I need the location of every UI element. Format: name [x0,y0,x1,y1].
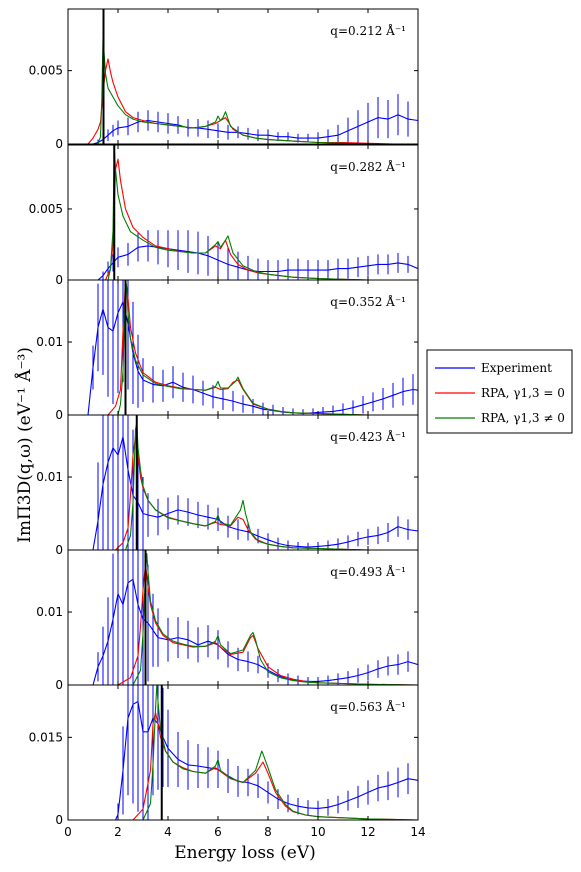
y-tick-label: 0 [55,813,63,827]
q-annotation: q=0.282 Å⁻¹ [330,159,406,174]
q-annotation: q=0.563 Å⁻¹ [330,699,406,714]
plot-area [97,145,418,280]
series-line-rpa-gamma-nonzero [117,280,418,415]
panel-4: 0 0.01 q=0.423 Å⁻¹ [36,414,419,557]
q-annotation: q=0.423 Å⁻¹ [330,429,406,444]
panel-6: 0 0.015 q=0.563 Å⁻¹ [29,684,419,827]
q-annotation: q=0.352 Å⁻¹ [330,294,406,309]
panel-3: 0 0.01 q=0.352 Å⁻¹ [36,279,419,422]
x-tick-label: 6 [214,825,222,839]
x-tick-label: 8 [264,825,272,839]
y-tick-label: 0 [55,273,63,287]
q-annotation: q=0.212 Å⁻¹ [330,23,406,38]
panel-frame [67,684,419,821]
legend: Experiment RPA, γ1,3 = 0 RPA, γ1,3 ≠ 0 [426,349,573,434]
panel-1: 0 0.005 q=0.212 Å⁻¹ [29,8,419,151]
panel-frame [67,8,419,145]
y-tick-label: 0.005 [29,202,63,216]
series-line-rpa-gamma-zero [104,158,418,280]
series-line-rpa-gamma-nonzero [132,553,418,685]
panel-2: 0 0.005 q=0.282 Å⁻¹ [29,144,419,287]
series-line-rpa-gamma-nonzero [107,147,418,280]
series-line-rpa-gamma-zero [117,564,418,685]
legend-label: RPA, γ1,3 = 0 [481,386,565,400]
x-tick-label: 12 [360,825,375,839]
plot-area [87,280,418,415]
plot-area [92,550,418,685]
plot-area [114,685,418,820]
y-tick-label: 0.015 [29,730,63,744]
x-tick-label: 10 [310,825,325,839]
series-line-rpa-gamma-nonzero [142,685,418,820]
y-tick-label: 0.005 [29,64,63,78]
y-tick-label: 0 [55,543,63,557]
series-line-experiment [92,578,418,685]
plot-area [87,9,418,144]
x-tick-label: 14 [410,825,425,839]
series-line-experiment [87,301,418,415]
y-tick-label: 0.01 [36,470,63,484]
panels: 0 0.005 q=0.212 Å⁻¹ 0 0.005 q=0.282 Å⁻¹ 0 0.01 q… [29,8,419,827]
x-tick-label: 0 [64,825,72,839]
y-tick-label: 0 [55,408,63,422]
series-line-rpa-gamma-nonzero [97,37,418,144]
panel-5: 0 0.01 q=0.493 Å⁻¹ [36,549,419,692]
legend-label: Experiment [481,361,552,375]
x-tick-label: 2 [114,825,122,839]
y-tick-label: 0.01 [36,335,63,349]
series-line-rpa-gamma-nonzero [124,421,418,550]
y-tick-label: 0 [55,137,63,151]
series-line-experiment [92,114,418,144]
legend-box [426,349,573,434]
series-line-rpa-gamma-zero [132,712,418,820]
x-axis: 0 2 4 6 8 10 12 14 [64,825,425,839]
y-tick-label: 0 [55,678,63,692]
series-line-rpa-gamma-zero [115,436,418,550]
plot-area [92,415,418,550]
q-annotation: q=0.493 Å⁻¹ [330,564,406,579]
x-tick-label: 4 [164,825,172,839]
y-tick-label: 0.01 [36,605,63,619]
legend-label: RPA, γ1,3 ≠ 0 [481,411,565,425]
x-axis-title: Energy loss (eV) [174,843,316,863]
y-axis-title: ImΠ3D(q,ω) (eV⁻¹ Å⁻³) [14,347,35,543]
series-line-experiment [92,436,418,550]
